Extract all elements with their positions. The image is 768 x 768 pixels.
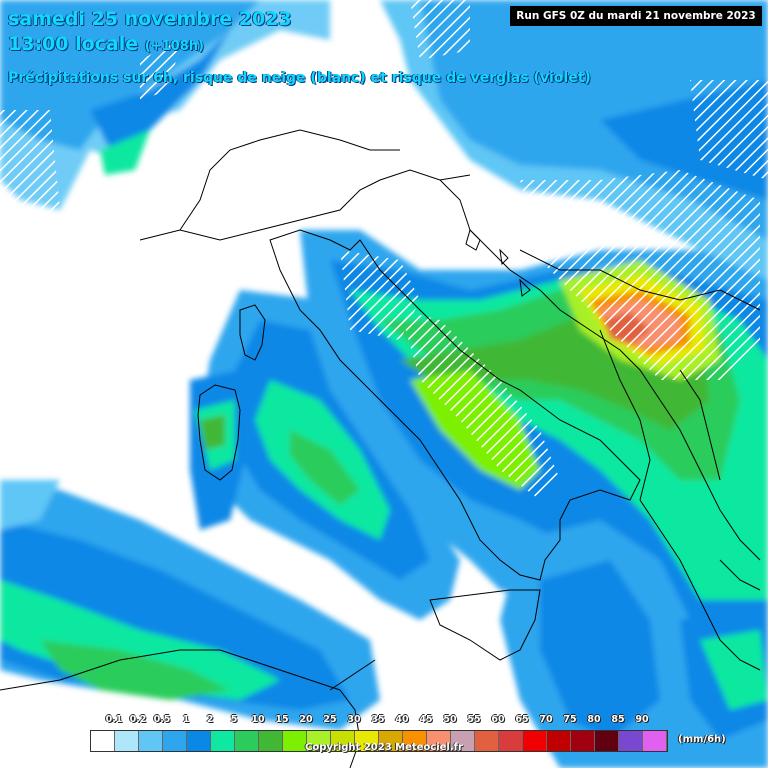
legend-swatch bbox=[115, 731, 139, 751]
forecast-time-main: 13:00 locale bbox=[8, 33, 139, 55]
legend-swatch bbox=[571, 731, 595, 751]
legend-tick-label: 90 bbox=[635, 714, 649, 725]
legend-swatch bbox=[283, 731, 307, 751]
legend-swatch bbox=[187, 731, 211, 751]
legend-tick-label: 55 bbox=[467, 714, 481, 725]
legend-swatch bbox=[403, 731, 427, 751]
legend-tick-label: 5 bbox=[230, 714, 238, 725]
legend-swatch bbox=[619, 731, 643, 751]
legend-swatch bbox=[355, 731, 379, 751]
legend-swatch bbox=[451, 731, 475, 751]
forecast-date: samedi 25 novembre 2023 bbox=[8, 8, 292, 30]
legend-tick-label: 25 bbox=[323, 714, 337, 725]
legend-swatch bbox=[523, 731, 547, 751]
legend-swatch bbox=[475, 731, 499, 751]
legend-swatch bbox=[427, 731, 451, 751]
legend-tick-label: 0.5 bbox=[153, 714, 171, 725]
legend-swatch bbox=[547, 731, 571, 751]
legend-tick-label: 60 bbox=[491, 714, 505, 725]
legend-swatch bbox=[139, 731, 163, 751]
legend-tick-label: 50 bbox=[443, 714, 457, 725]
legend-tick-label: 0.1 bbox=[105, 714, 123, 725]
legend-swatch bbox=[163, 731, 187, 751]
legend-tick-label: 0.2 bbox=[129, 714, 147, 725]
legend-swatch bbox=[499, 731, 523, 751]
legend-tick-label: 30 bbox=[347, 714, 361, 725]
precipitation-legend: 0.1 0.2 0.5 1 2 5 10 15 20 25 30 35 40 45 50 55 60 65 70 75… bbox=[90, 712, 768, 768]
legend-tick-label: 1 bbox=[182, 714, 190, 725]
legend-tick-label: 65 bbox=[515, 714, 529, 725]
legend-tick-label: 70 bbox=[539, 714, 553, 725]
legend-tick-label: 75 bbox=[563, 714, 577, 725]
legend-tick-label: 80 bbox=[587, 714, 601, 725]
legend-tick-label: 2 bbox=[206, 714, 214, 725]
legend-tick-label: 10 bbox=[251, 714, 265, 725]
legend-tick-labels: 0.1 0.2 0.5 1 2 5 10 15 20 25 30 35 40 45 50 55 60 65 70 75… bbox=[90, 712, 768, 728]
legend-swatch bbox=[211, 731, 235, 751]
legend-color-bar bbox=[90, 730, 668, 752]
legend-tick-label: 40 bbox=[395, 714, 409, 725]
legend-swatch bbox=[379, 731, 403, 751]
snow-risk-hatch bbox=[0, 0, 768, 500]
map-subtitle: Précipitations sur 6h, risque de neige (… bbox=[8, 70, 591, 86]
legend-tick-label: 20 bbox=[299, 714, 313, 725]
legend-swatch bbox=[643, 731, 667, 751]
legend-swatch bbox=[595, 731, 619, 751]
legend-tick-label: 85 bbox=[611, 714, 625, 725]
legend-tick-label: 15 bbox=[275, 714, 289, 725]
run-info-label: Run GFS 0Z du mardi 21 novembre 2023 bbox=[510, 6, 762, 26]
legend-swatch bbox=[331, 731, 355, 751]
legend-swatch bbox=[259, 731, 283, 751]
legend-tick-label: 45 bbox=[419, 714, 433, 725]
coastline-borders bbox=[0, 129, 761, 768]
copyright-notice: Copyright 2023 Meteociel.fr bbox=[305, 742, 463, 753]
legend-swatch bbox=[307, 731, 331, 751]
legend-swatch bbox=[91, 731, 115, 751]
forecast-time: 13:00 locale (+108h) bbox=[8, 33, 204, 55]
legend-swatch bbox=[235, 731, 259, 751]
forecast-lead-time: (+108h) bbox=[144, 39, 204, 54]
legend-unit: (mm/6h) bbox=[678, 734, 726, 745]
legend-tick-label: 35 bbox=[371, 714, 385, 725]
